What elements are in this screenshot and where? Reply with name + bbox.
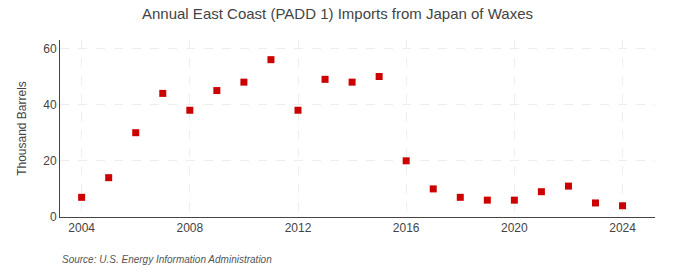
svg-text:Source: U.S. Energy Informatio: Source: U.S. Energy Information Administ…: [62, 254, 272, 265]
svg-text:2004: 2004: [68, 221, 95, 235]
svg-text:2024: 2024: [609, 221, 636, 235]
svg-text:40: 40: [43, 98, 57, 112]
svg-text:2020: 2020: [501, 221, 528, 235]
svg-text:0: 0: [50, 210, 57, 224]
svg-text:2016: 2016: [393, 221, 420, 235]
svg-text:2012: 2012: [285, 221, 312, 235]
svg-text:2008: 2008: [176, 221, 203, 235]
svg-text:60: 60: [43, 42, 57, 56]
svg-text:Thousand Barrels: Thousand Barrels: [15, 81, 29, 176]
svg-text:Annual East Coast (PADD 1) Imp: Annual East Coast (PADD 1) Imports from …: [142, 5, 533, 22]
svg-text:20: 20: [43, 154, 57, 168]
